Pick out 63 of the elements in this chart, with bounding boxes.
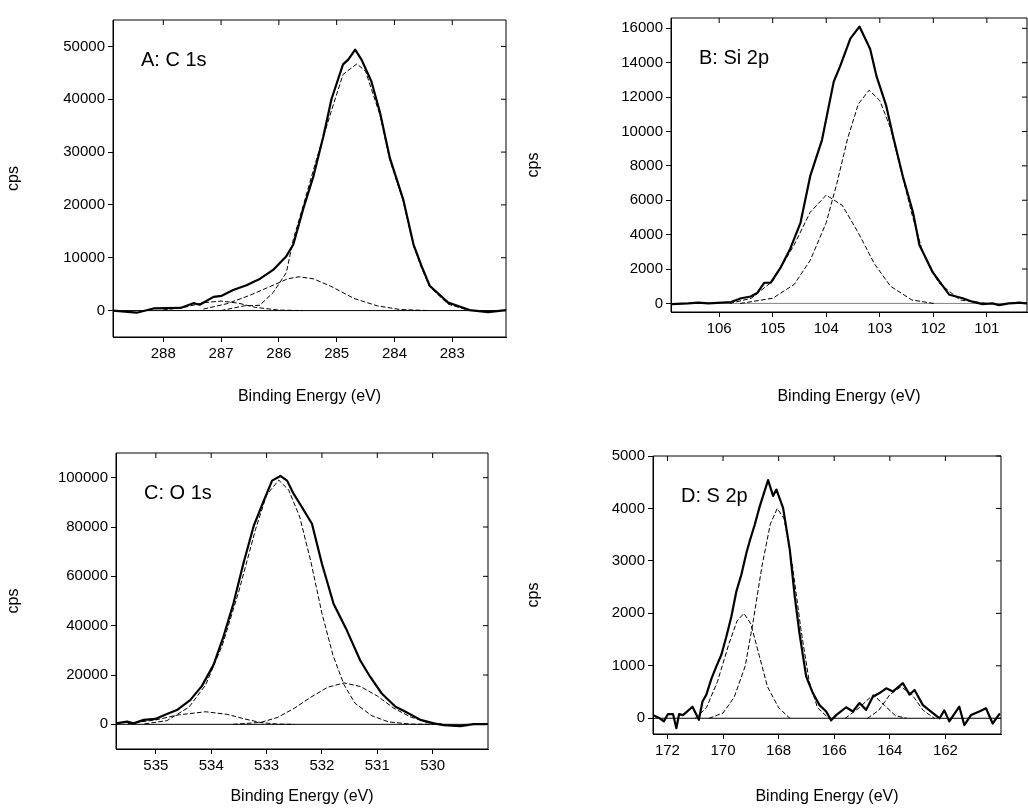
x-tick-label: 101 <box>974 319 1000 337</box>
y-tick-label: 0 <box>636 708 645 726</box>
x-axis-title: Binding Energy (eV) <box>237 386 382 404</box>
y-tick-label: 5000 <box>611 446 645 464</box>
x-tick-label: 284 <box>381 344 407 362</box>
y-tick-label: 4000 <box>611 498 645 516</box>
y-tick-label: 20000 <box>63 195 105 213</box>
x-tick-label: 162 <box>932 741 958 759</box>
y-tick-label: 40000 <box>63 89 105 107</box>
x-axis-title: Binding Energy (eV) <box>230 786 374 804</box>
x-tick-label: 168 <box>766 741 792 759</box>
y-tick-label: 0 <box>96 300 105 318</box>
x-tick-label: 535 <box>143 756 169 774</box>
y-tick-label: 2000 <box>611 603 645 621</box>
x-tick-label: 170 <box>710 741 736 759</box>
y-tick-label: 2000 <box>629 259 663 277</box>
x-tick-label: 286 <box>266 344 292 362</box>
x-tick-label: 164 <box>877 741 903 759</box>
y-tick-label: 3000 <box>611 551 645 569</box>
y-axis-title: cps <box>4 166 22 191</box>
y-tick-label: 60000 <box>66 566 108 584</box>
x-tick-label: 534 <box>198 756 224 774</box>
y-tick-label: 10000 <box>621 121 663 139</box>
x-axis-title: Binding Energy (eV) <box>755 786 899 804</box>
y-tick-label: 100000 <box>57 467 108 485</box>
y-tick-label: 1000 <box>611 655 645 673</box>
y-tick-label: 50000 <box>63 36 105 54</box>
x-tick-label: 283 <box>439 344 465 362</box>
y-tick-label: 14000 <box>621 52 663 70</box>
text: C: O 1s <box>144 480 212 503</box>
y-tick-label: 20000 <box>66 665 108 683</box>
y-tick-label: 6000 <box>629 190 663 208</box>
x-tick-label: 285 <box>324 344 350 362</box>
x-tick-label: 172 <box>654 741 680 759</box>
text: A: C 1s <box>141 47 207 70</box>
x-tick-label: 103 <box>867 319 893 337</box>
x-axis-title: Binding Energy (eV) <box>777 386 921 404</box>
y-axis-title: cps <box>524 582 542 608</box>
y-axis-title: cps <box>524 152 542 178</box>
x-tick-label: 530 <box>420 756 446 774</box>
x-tick-label: 533 <box>254 756 280 774</box>
text: B: Si 2p <box>699 45 770 68</box>
x-tick-label: 166 <box>821 741 847 759</box>
y-tick-label: 10000 <box>63 247 105 265</box>
x-tick-label: 288 <box>150 344 176 362</box>
y-tick-label: 0 <box>99 714 108 732</box>
y-tick-label: 30000 <box>63 142 105 160</box>
y-tick-label: 40000 <box>66 615 108 633</box>
x-tick-label: 105 <box>760 319 786 337</box>
x-tick-label: 104 <box>813 319 839 337</box>
y-tick-label: 12000 <box>621 87 663 105</box>
text: D: S 2p <box>681 483 748 506</box>
x-tick-label: 531 <box>364 756 390 774</box>
y-tick-label: 0 <box>654 293 663 311</box>
y-axis-title: cps <box>4 588 22 614</box>
y-tick-label: 80000 <box>66 517 108 535</box>
x-tick-label: 287 <box>208 344 234 362</box>
y-tick-label: 4000 <box>629 224 663 242</box>
y-tick-label: 8000 <box>629 156 663 173</box>
x-tick-label: 106 <box>706 319 732 337</box>
x-tick-label: 102 <box>920 319 946 337</box>
x-tick-label: 532 <box>309 756 335 774</box>
y-tick-label: 16000 <box>621 18 663 36</box>
